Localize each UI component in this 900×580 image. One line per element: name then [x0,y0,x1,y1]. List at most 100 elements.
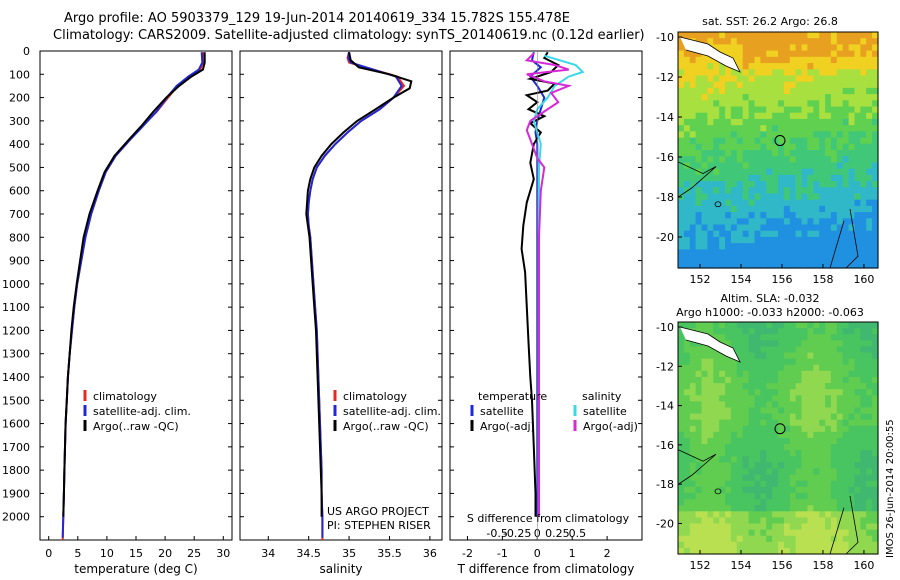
map-cell [736,474,744,482]
map-cell [760,407,767,415]
map-cell [683,322,691,329]
map-cell [866,474,873,482]
map-cell [689,523,697,531]
map-cell [689,131,697,139]
map-cell [766,193,773,201]
map-cell [819,492,826,500]
map-cell [772,32,779,39]
map-cell [830,431,838,439]
map-cell [730,261,738,269]
map-cell [772,69,779,77]
map-cell [683,50,691,58]
map-cell [742,401,750,409]
map-cell [807,492,814,500]
map-cell [813,174,820,182]
map-cell [736,413,744,421]
map-cell [783,535,791,543]
map-cell [872,243,879,250]
map-cell [819,156,826,163]
map-cell [778,56,785,64]
map-cell [778,94,785,101]
map-cell [848,174,856,182]
header-line-1: Argo profile: AO 5903379_129 19-Jun-2014… [64,11,570,26]
map-cell [742,383,750,390]
map-cell [748,112,756,120]
map-cell [713,547,720,555]
map-cell [748,261,756,269]
map-cell [825,511,832,518]
map-cell [742,407,750,415]
series-line [524,52,573,517]
map-cell [819,218,826,226]
map-cell [795,100,803,108]
map-cell [748,431,756,439]
map-cell [854,505,861,512]
map-cell [860,486,867,494]
depth-tick-label: 1800 [2,464,30,477]
map-cell [872,419,879,427]
map-cell [695,94,703,101]
map-cell [795,352,803,360]
map-cell [760,249,767,257]
map-cell [854,87,861,95]
map-cell [719,334,726,341]
map-cell [719,358,726,366]
map-cell [866,230,873,238]
map-cell [789,352,797,360]
map-cell [819,389,826,396]
map-cell [789,44,797,52]
map-cell [778,63,785,70]
map-cell [748,94,756,101]
map-cell [707,523,714,531]
map-cell [807,44,814,52]
map-cell [825,131,832,139]
map-cell [789,100,797,108]
map-cell [683,492,691,500]
map-cell [795,322,803,329]
map-cell [848,212,856,219]
map-cell [801,187,808,195]
map-cell [836,162,844,170]
map-cell [860,118,867,126]
map-cell [848,413,856,421]
map-cell [742,492,750,500]
map-cell [772,523,779,531]
map-cell [736,112,744,120]
map-cell [772,407,779,415]
map-cell [830,523,838,531]
map-cell [707,389,714,396]
map-cell [783,230,791,238]
map-cell [742,334,750,341]
map-cell [783,255,791,263]
depth-tick-label: 1200 [2,324,30,337]
map-cell [801,81,808,89]
map-cell [836,456,844,463]
map-cell [772,499,779,506]
map-cell [701,205,708,213]
map-cell [795,249,803,257]
map-cell [754,236,761,244]
map-cell [807,199,814,207]
map-cell [807,249,814,257]
map-cell [754,50,761,58]
map-cell [801,541,808,549]
map-cell [866,462,873,470]
map-cell [707,517,714,525]
map-cell [683,156,691,163]
map-cell [795,63,803,70]
map-cell [813,137,820,145]
map-cell [854,383,861,390]
map-cell [854,118,861,126]
map-cell [854,143,861,151]
map-cell [736,499,744,506]
map-cell [689,56,697,64]
secondary-tick-label: 0.25 [545,527,570,540]
map-cell [689,106,697,114]
map-cell [742,137,750,145]
map-cell [795,81,803,89]
map-cell [754,425,761,433]
map-cell [754,541,761,549]
map-cell [766,44,773,52]
map-cell [807,63,814,70]
map-cell [678,352,685,360]
